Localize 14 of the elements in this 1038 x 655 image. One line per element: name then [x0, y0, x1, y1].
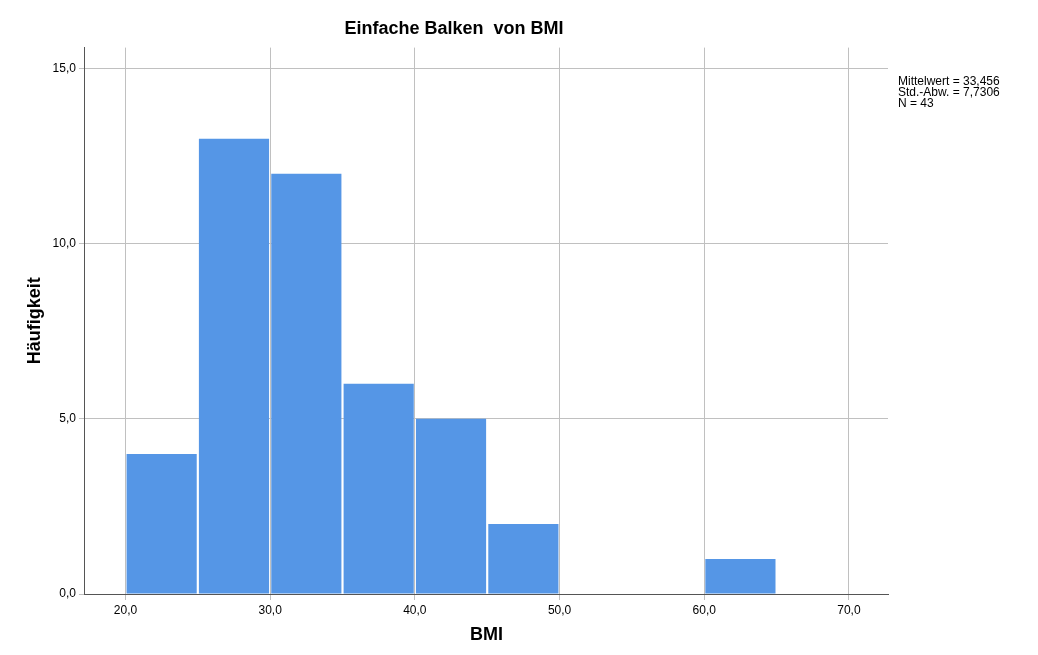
y-tick-label: 0,0 [59, 586, 77, 601]
x-axis-title: BMI [469, 624, 503, 645]
y-tick-label: 5,0 [59, 411, 77, 426]
y-axis-title: Häufigkeit [23, 277, 44, 365]
text: N = 43 [898, 96, 935, 111]
y-tick-label: 10,0 [52, 236, 77, 251]
x-tick-label: 70,0 [837, 602, 861, 617]
chart-title: Einfache Balken von BMI [344, 17, 564, 38]
x-tick-label: 40,0 [403, 602, 427, 617]
x-tick-label: 30,0 [258, 602, 283, 617]
x-tick-label: 20,0 [113, 602, 138, 617]
x-tick-label: 60,0 [692, 602, 717, 617]
y-tick-label: 15,0 [52, 60, 77, 75]
x-tick-label: 50,0 [547, 602, 572, 617]
